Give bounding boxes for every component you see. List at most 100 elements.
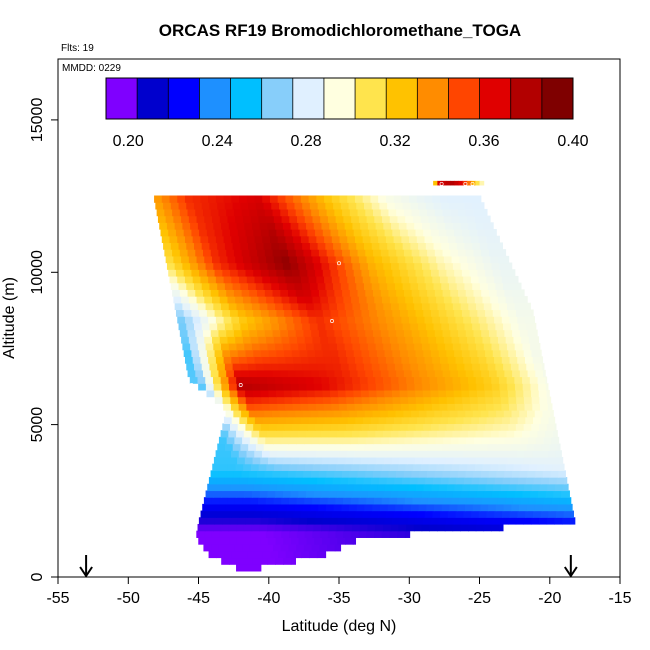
heatmap-cell [339,450,348,458]
heatmap-cell [239,356,248,364]
heatmap-cell [390,523,400,532]
heatmap-cell [192,275,202,284]
heatmap-cell [532,403,541,411]
heatmap-cell [442,329,451,337]
heatmap-cell [252,517,262,525]
heatmap-cell [340,282,350,290]
heatmap-cell [406,490,415,498]
heatmap-cell [516,396,525,404]
heatmap-cell [457,503,466,512]
heatmap-cell [315,309,324,317]
heatmap-cell [258,255,267,264]
heatmap-cell [554,483,564,492]
heatmap-cell [543,436,552,445]
heatmap-cell [243,430,253,438]
heatmap-cell [486,416,496,425]
heatmap-cell [519,470,529,478]
heatmap-cell [469,423,478,431]
heatmap-cell [514,430,523,438]
heatmap-cell [539,396,548,404]
heatmap-cell [424,195,433,203]
heatmap-cell [403,410,412,418]
heatmap-cell [507,456,516,465]
heatmap-cell [322,517,331,525]
heatmap-cells [154,180,576,572]
heatmap-cell [266,430,276,438]
heatmap-cell [239,275,248,284]
heatmap-cell [414,262,423,270]
heatmap-cell [279,443,288,451]
heatmap-cell [351,255,360,264]
heatmap-cell [346,403,356,411]
heatmap-cell [303,369,312,378]
heatmap-cell [481,470,490,478]
heatmap-cell [312,255,321,264]
heatmap-cell [292,396,301,404]
heatmap-cell [379,282,388,290]
heatmap-cell [487,242,496,250]
heatmap-cell [377,450,387,458]
heatmap-cell [358,215,368,223]
heatmap-cell [456,477,465,485]
heatmap-cell [463,416,472,425]
heatmap-cell [254,450,263,458]
heatmap-cell [214,396,224,404]
heatmap-cell [228,490,238,498]
heatmap-cell [510,322,520,331]
heatmap-cell [316,416,325,425]
heatmap-cell [421,262,431,270]
heatmap-cell [451,463,461,471]
heatmap-cell [155,202,164,210]
heatmap-cell [439,356,449,364]
heatmap-cell [407,229,417,237]
heatmap-cell [265,530,275,538]
heatmap-cell [449,363,458,371]
heatmap-cell [318,249,328,257]
heatmap-cell [224,550,233,559]
heatmap-cell [291,456,300,465]
heatmap-cell [336,342,346,351]
heatmap-cell [260,349,270,357]
heatmap-cell [253,483,262,492]
heatmap-cell [435,436,444,445]
heatmap-cell [398,302,408,311]
heatmap-cell [416,450,425,458]
heatmap-cell [340,363,350,371]
heatmap-cell [402,477,411,485]
heatmap-cell [403,329,413,337]
heatmap-cell [472,282,481,290]
heatmap-cell [469,229,478,237]
heatmap-cell [525,477,535,485]
heatmap-cell [400,309,409,317]
heatmap-cell [327,544,336,552]
heatmap-cell [369,309,378,317]
heatmap-cell [209,282,218,290]
heatmap-cell [409,416,418,425]
heatmap-cell [257,208,266,217]
heatmap-cell [256,410,265,418]
heatmap-cell [388,289,397,297]
heatmap-cell [324,356,333,364]
heatmap-cell [370,195,379,203]
heatmap-cell [423,483,432,492]
heatmap-cell [373,289,382,297]
heatmap-cell [342,329,351,337]
heatmap-cell [409,235,418,244]
heatmap-cell [505,463,515,471]
heatmap-cell [407,349,417,357]
heatmap-cell [289,530,298,538]
heatmap-cell [203,544,212,552]
heatmap-cell [418,242,427,250]
heatmap-cell [419,249,428,257]
heatmap-cell [443,255,453,264]
heatmap-cell [364,443,373,451]
heatmap-cell [197,376,206,384]
heatmap-cell [340,322,350,331]
heatmap-cell [457,470,467,478]
heatmap-cell [522,383,532,391]
heatmap-cell [532,510,542,518]
heatmap-cell [415,229,424,237]
heatmap-cell [387,410,397,418]
heatmap-cell [321,262,330,270]
heatmap-cell [263,322,272,331]
